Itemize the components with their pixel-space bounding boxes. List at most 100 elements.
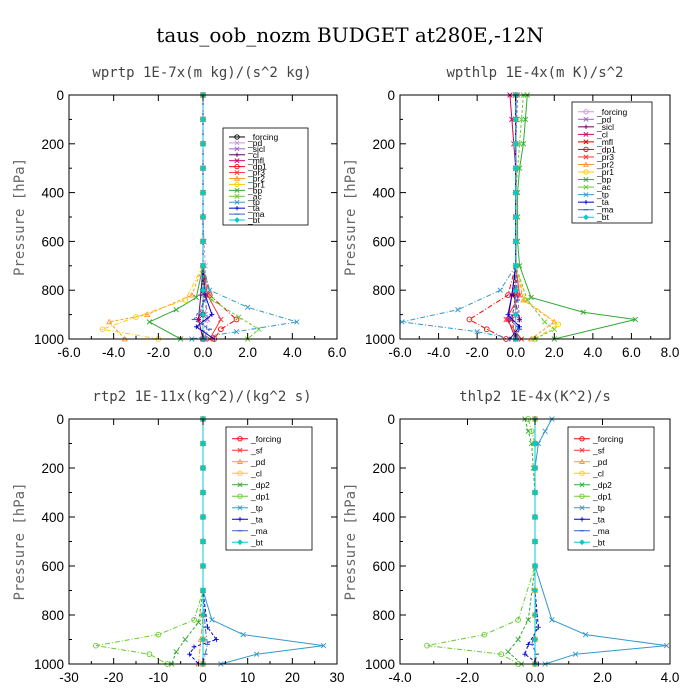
panel-4-point-dp1-9 (481, 631, 488, 638)
panel-3-point-dp2-9-b (182, 636, 188, 643)
panel-3-point-tp-8-b (209, 617, 215, 623)
panel-1-legend-label-bt: _bt (247, 215, 260, 225)
panel-4-ytick-label-5: 1000 (365, 657, 395, 672)
panel-2-point-ac-2-b (516, 141, 523, 147)
panel-2-legend-label-dp1: _dp1 (596, 144, 616, 154)
panel-2-point-bt-8 (512, 287, 519, 294)
panel-1-legend-marker-cl (234, 152, 240, 157)
panel-1-point-tp-11 (233, 328, 240, 335)
panel-2-point-bt-9 (512, 311, 519, 318)
panel-4-legend-marker-ta (579, 517, 585, 522)
panel-4-ylabel: Pressure [hPa] (343, 482, 359, 600)
panel-2-legend-marker-sicl (583, 124, 589, 130)
panel-4-xtick-label-1: -2.0 (456, 670, 479, 685)
panel-3-point-tp-11 (253, 651, 260, 657)
panel-2-point-bt-3 (512, 165, 519, 172)
panel-4-legend: _forcing_sf _pd_cl _dp2_dp1 _tp_ta _ma_bt (567, 426, 655, 551)
panel-2-legend-marker-mfl-b (583, 139, 589, 145)
panel-3-xtick-label-1: -20 (104, 670, 124, 685)
panel-3-legend-label-forcing: _forcing (250, 434, 282, 444)
panel-1-legend-marker-bp-b (234, 187, 240, 193)
panel-2-legend-marker-bp-b (583, 177, 589, 183)
panel-1-legend-marker-mfl-b (234, 158, 240, 164)
panel-3-xtick-label-6: 30 (329, 670, 344, 685)
panel-1-legend-marker-pr2 (234, 175, 240, 181)
panel-2-legend-label-ma: _ma (596, 205, 614, 215)
panel-4-point-bt-1 (531, 440, 539, 447)
panel-4-point-bt-7 (531, 587, 539, 594)
panel-3-point-bt-1 (199, 440, 207, 447)
panel-1-legend-marker-sicl-b (234, 146, 240, 152)
panel-1-ytick-label-3: 600 (41, 234, 64, 249)
panel-2-legend-label-pr2: _pr2 (596, 160, 614, 170)
panel-1-point-bp-8-b (193, 294, 200, 301)
panel-4-point-tp-8 (549, 617, 555, 623)
panel-2-title: wpthlp 1E-4x(m K)/s^2 (446, 65, 623, 81)
panel-2-legend-marker-pr2 (583, 161, 589, 167)
panel-1-point-bt-3 (199, 165, 207, 172)
panel-3-point-tp-10 (320, 642, 327, 649)
panel-3-point-dp2-9 (182, 636, 188, 643)
panel-2-legend-marker-cl-b (583, 131, 589, 137)
panel-2-legend-marker-ac (583, 184, 589, 190)
panel-2-line-tp (401, 95, 517, 340)
panel-3-legend-label-pd: _pd (250, 457, 265, 467)
panel-1-point-bp-9-b (173, 307, 179, 313)
panel-2-point-bp-10 (632, 316, 639, 323)
panel-2-point-bp-1-b (522, 116, 529, 123)
panel-2-legend-marker-pr1 (583, 169, 589, 175)
panel-1-xtick-label-2: -2.0 (147, 345, 170, 360)
panel-4-legend-marker-forcing (579, 436, 585, 442)
panel-1-legend-marker-pr3-b (234, 170, 240, 176)
panel-4-legend-marker-pd (579, 458, 585, 464)
panel-2-legend-label-pr3: _pr3 (596, 152, 614, 162)
panel-3-point-dp1-8 (191, 617, 197, 623)
panel-1-legend-marker-pd (234, 140, 240, 146)
panel-4: thlp2 1E-4x(K^2)/s Pressure [hPa] -4.0 -2.0… (343, 389, 679, 685)
panel-2-point-bp-9-b (580, 309, 586, 315)
panel-1-legend-marker-ac-b (234, 193, 240, 199)
panel-3-ytick-label-4: 800 (41, 608, 64, 623)
panel-4-ytick-label-4: 800 (372, 608, 395, 623)
panel-1-legend-label-bp: _bp (247, 185, 262, 195)
panel-2-point-sicl-9 (517, 317, 522, 322)
panel-1-point-bt-5 (199, 213, 207, 221)
panel-1-legend-label-forcing: _forcing (247, 132, 279, 142)
panel-4-point-dp2-8-b (525, 617, 531, 623)
panel-3-legend-label-cl: _cl (250, 468, 262, 478)
panel-2-xtick-label-4: 2.0 (545, 345, 564, 360)
panel-4-legend-marker-sf (579, 447, 585, 453)
panel-4-line-ta (524, 419, 539, 665)
panel-1-point-tp-9 (244, 304, 251, 310)
panel-2-xtick-label-6: 6.0 (622, 345, 641, 360)
panel-1-legend-marker-pr1 (234, 181, 240, 188)
panel-1-legend-marker-dp1 (234, 163, 240, 170)
panel-2-point-pr1-9 (555, 321, 561, 328)
panel-1-series-pr1 (99, 92, 206, 342)
panel-1-ylabel: Pressure [hPa] (12, 158, 28, 276)
panel-1-point-bp-10 (146, 319, 153, 325)
panel-1-legend-marker-pr3 (234, 170, 240, 176)
panel-4-point-dp1-8 (515, 617, 521, 623)
panel-1-legend-label-ac: _ac (247, 191, 262, 201)
panel-2-point-ac-1-b (518, 116, 525, 123)
panel-1-point-bt-8 (199, 287, 207, 294)
panel-1-legend-marker-ac (234, 193, 240, 199)
panel-3-point-tp-8 (209, 617, 215, 623)
panel-2-series-bt (512, 91, 519, 343)
panel-4-ytick-label-3: 600 (372, 559, 395, 574)
panel-2-legend-marker-mfl (583, 139, 589, 145)
panel-1-xtick-label-6: 6.0 (328, 345, 347, 360)
panel-2-legend-marker-cl (583, 131, 589, 137)
panel-2-point-tp-9-b (455, 307, 461, 313)
panel-3-point-dp1-11 (146, 651, 153, 658)
panel-2-legend-label-cl: _cl (596, 129, 608, 139)
panel-3-point-bt-4 (199, 513, 207, 521)
panel-4-point-tp-2-b (535, 440, 542, 447)
panel-4-point-tp-9 (582, 631, 589, 638)
panel-2-point-dp1-10 (483, 326, 490, 333)
panel-2-point-pr3-8 (516, 292, 523, 298)
panel-2-point-bp-2-b (520, 141, 527, 147)
panel-1-point-dp1-10 (218, 326, 224, 333)
panel-4-point-dp1-1 (528, 428, 535, 435)
